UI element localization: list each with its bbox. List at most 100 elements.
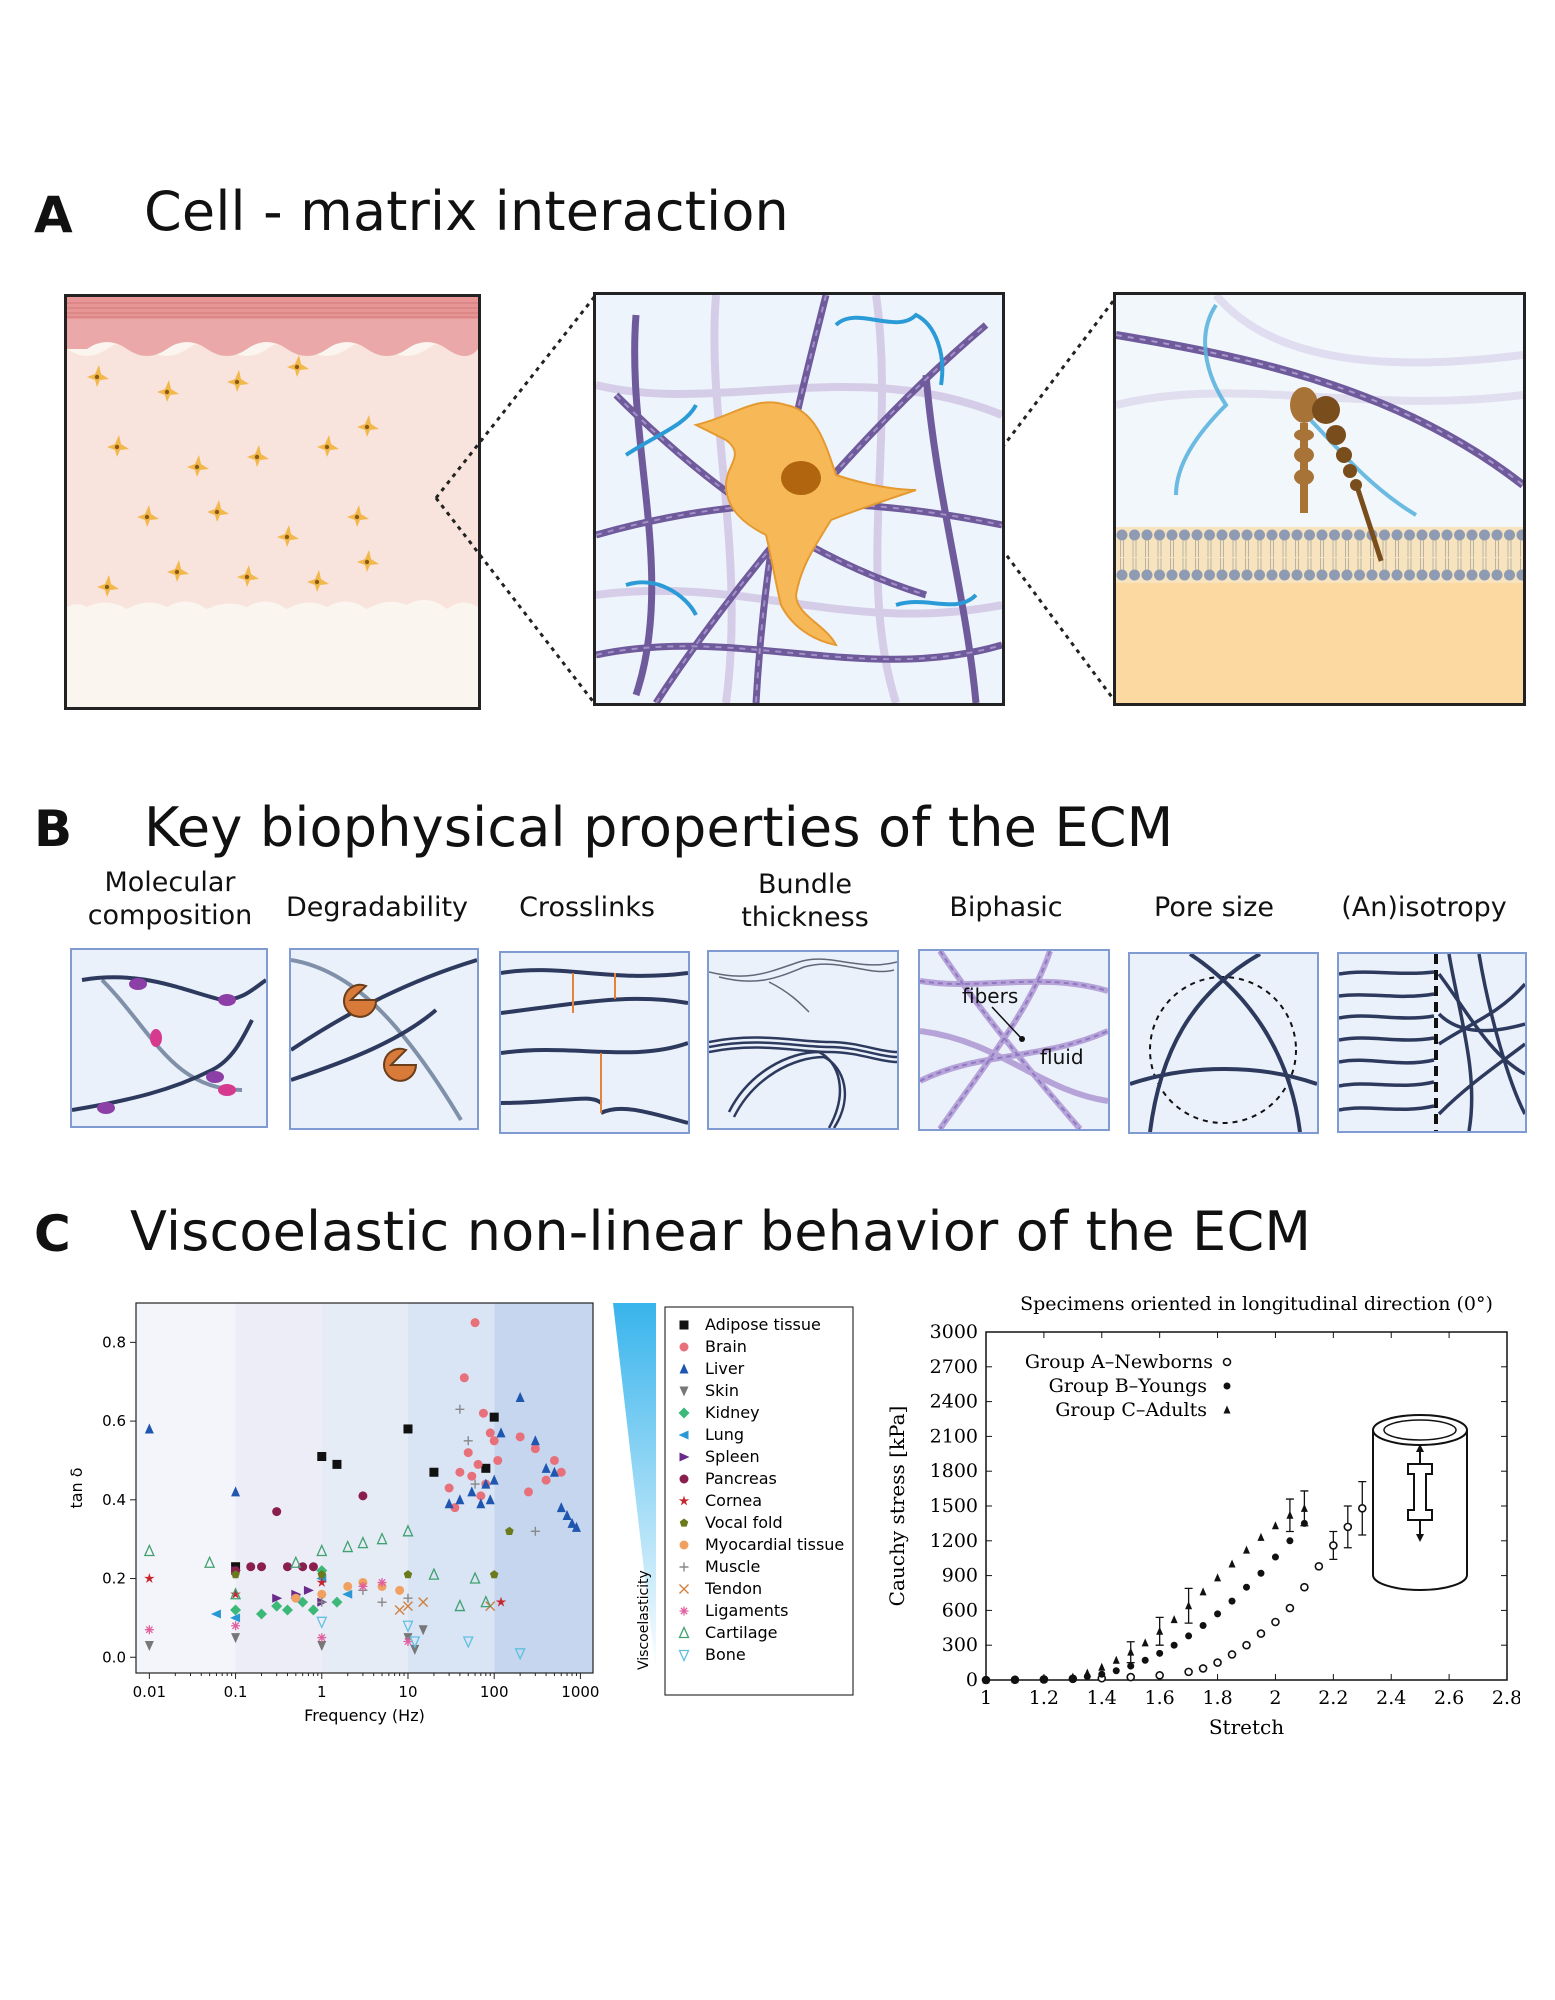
data-point xyxy=(1242,1640,1251,1650)
legend-marker xyxy=(678,1407,690,1419)
data-point xyxy=(418,1625,428,1636)
fibroblast-cell xyxy=(227,370,249,392)
lipid-head xyxy=(1229,569,1240,581)
data-point xyxy=(282,1562,292,1572)
lipid-head xyxy=(1491,529,1503,541)
data-point xyxy=(394,1605,405,1616)
prop-label-pore-size: Pore size xyxy=(1154,892,1274,923)
legend-entry: Myocardial tissue xyxy=(705,1535,844,1554)
x-axis-label: Stretch xyxy=(1209,1715,1284,1739)
lipid-head xyxy=(1304,569,1315,581)
data-point xyxy=(246,1562,256,1572)
lipid-head xyxy=(1441,569,1453,581)
data-point xyxy=(317,1452,327,1462)
x-tick-label: 1.4 xyxy=(1087,1687,1117,1709)
section-a-title: Cell - matrix interaction xyxy=(144,180,789,243)
crosslinks-box xyxy=(499,951,690,1134)
data-point xyxy=(342,1539,354,1553)
lipid-head xyxy=(1329,529,1340,541)
data-point xyxy=(478,1408,488,1418)
x-tick-label: 2.2 xyxy=(1318,1687,1348,1709)
lipid-head xyxy=(1329,569,1340,581)
data-point xyxy=(530,1444,540,1454)
legend-marker xyxy=(679,1386,689,1397)
data-point xyxy=(489,1412,499,1422)
legend-marker xyxy=(679,1363,689,1374)
cell-body xyxy=(693,401,917,647)
legend-marker xyxy=(678,1495,690,1506)
lipid-head xyxy=(1141,529,1153,541)
data-point xyxy=(358,1491,368,1501)
data-point xyxy=(459,1373,469,1383)
legend-marker xyxy=(678,1625,690,1639)
fibroblast-cell xyxy=(357,550,379,572)
data-point xyxy=(1170,1615,1178,1624)
lipid-head xyxy=(1254,529,1265,541)
data-point xyxy=(556,1467,566,1477)
legend-marker xyxy=(1222,1357,1232,1367)
lipid-head xyxy=(1366,569,1378,581)
data-point xyxy=(409,1636,421,1649)
lipid-head xyxy=(1504,529,1515,541)
data-point xyxy=(1184,1667,1193,1677)
legend-entry: Spleen xyxy=(705,1447,760,1466)
fibroblast-cell xyxy=(307,570,329,592)
lipid-head xyxy=(1316,569,1328,581)
lipid-head xyxy=(1116,569,1128,581)
data-point xyxy=(1271,1521,1279,1530)
lipid-head xyxy=(1241,529,1253,541)
data-point xyxy=(1083,1668,1091,1677)
lipid-head xyxy=(1266,569,1278,581)
data-point xyxy=(317,1589,327,1599)
section-c-letter: C xyxy=(34,1205,71,1263)
data-point xyxy=(485,1428,495,1438)
legend-marker xyxy=(679,1562,689,1572)
lipid-head xyxy=(1191,569,1203,581)
y-tick-label: 0.2 xyxy=(102,1570,126,1588)
data-point xyxy=(493,1455,503,1465)
viscoelasticity-label: Viscoelasticity xyxy=(636,1570,652,1670)
data-point xyxy=(1243,1545,1250,1554)
lipid-head xyxy=(1404,569,1415,581)
data-point xyxy=(1228,1597,1236,1605)
data-point xyxy=(204,1555,216,1568)
pore-size-box xyxy=(1128,952,1319,1134)
data-point xyxy=(342,1589,353,1599)
data-point xyxy=(144,1573,155,1583)
data-point xyxy=(272,1593,283,1603)
legend-entry: Ligaments xyxy=(705,1601,789,1620)
legend-entry: Cornea xyxy=(705,1491,762,1510)
fibers-label: fibers xyxy=(962,984,1018,1008)
membrane-panel xyxy=(1113,292,1526,706)
lipid-head xyxy=(1391,569,1403,581)
data-point xyxy=(1271,1617,1280,1627)
x-tick-label: 2.8 xyxy=(1492,1687,1520,1709)
data-point xyxy=(1112,1667,1120,1675)
data-point xyxy=(144,1625,154,1635)
data-point xyxy=(317,1640,327,1651)
section-a-letter: A xyxy=(34,186,73,244)
lipid-head xyxy=(1279,569,1290,581)
x-tick-label: 2.4 xyxy=(1376,1687,1406,1709)
legend-entry: Tendon xyxy=(704,1579,762,1598)
data-point xyxy=(231,1633,241,1644)
data-point xyxy=(1214,1610,1222,1618)
viscoelasticity-wedge xyxy=(613,1303,656,1673)
lipid-head xyxy=(1166,569,1178,581)
data-point xyxy=(316,1543,328,1557)
y-tick-label: 2100 xyxy=(930,1425,978,1447)
tissue-panel xyxy=(64,294,481,710)
data-point xyxy=(272,1507,282,1517)
frequency-band xyxy=(494,1303,593,1673)
data-point xyxy=(1285,1603,1295,1613)
lipid-head xyxy=(1129,569,1140,581)
data-point xyxy=(418,1597,429,1608)
data-point xyxy=(230,1588,241,1599)
data-point xyxy=(530,1435,540,1446)
data-point xyxy=(567,1517,577,1528)
x-tick-label: 1.2 xyxy=(1029,1687,1059,1709)
data-point xyxy=(444,1483,454,1493)
y-tick-label: 900 xyxy=(942,1565,978,1587)
legend-marker xyxy=(679,1540,689,1550)
data-point xyxy=(485,1494,495,1505)
